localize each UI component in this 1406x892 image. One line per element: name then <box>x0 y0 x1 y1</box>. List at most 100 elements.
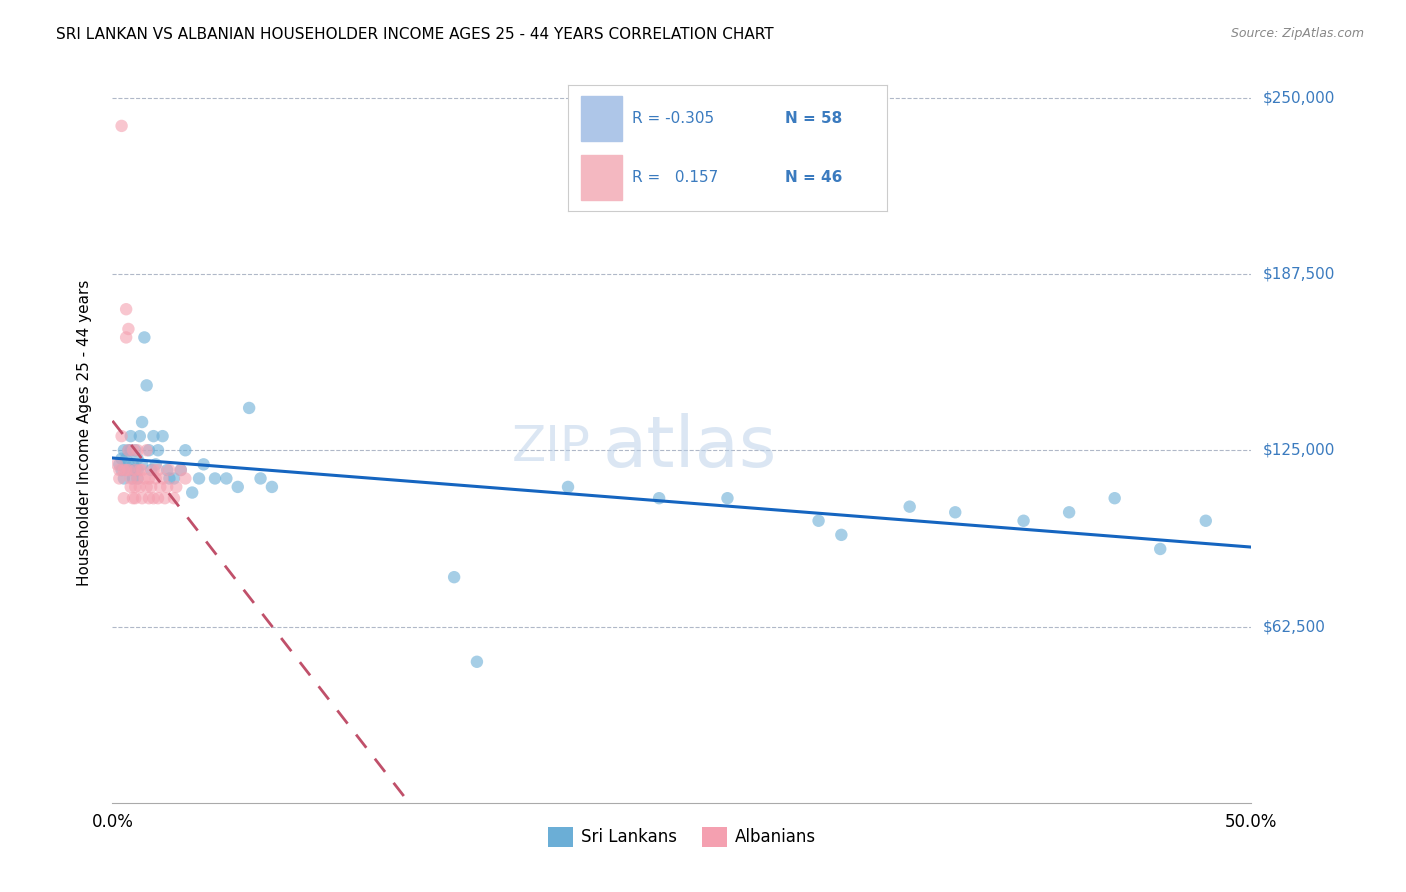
Point <box>1195 514 1218 528</box>
Point <box>153 491 176 506</box>
Point <box>117 443 139 458</box>
Point <box>112 491 135 506</box>
Point <box>249 471 271 485</box>
Point <box>124 463 146 477</box>
Point <box>807 514 830 528</box>
Point <box>120 480 142 494</box>
Point <box>145 471 167 485</box>
Point <box>120 429 142 443</box>
Point <box>117 443 139 458</box>
Point <box>110 429 132 443</box>
Point <box>122 443 145 458</box>
Point <box>127 471 149 485</box>
Point <box>110 451 132 466</box>
Point <box>128 463 150 477</box>
Point <box>108 471 131 485</box>
Text: $62,500: $62,500 <box>1263 619 1326 634</box>
Point <box>260 480 283 494</box>
Point <box>174 471 197 485</box>
Point <box>149 480 172 494</box>
Point <box>1012 514 1035 528</box>
Text: Source: ZipAtlas.com: Source: ZipAtlas.com <box>1230 27 1364 40</box>
Point <box>135 480 157 494</box>
Point <box>131 458 153 472</box>
Point <box>146 463 169 477</box>
Point <box>128 480 150 494</box>
Point <box>141 480 163 494</box>
Point <box>163 491 186 506</box>
Point <box>146 491 169 506</box>
Text: $125,000: $125,000 <box>1263 442 1334 458</box>
Text: $187,500: $187,500 <box>1263 267 1334 282</box>
Point <box>117 463 139 477</box>
Point <box>110 119 132 133</box>
Point <box>115 330 138 344</box>
Point <box>122 491 145 506</box>
Point <box>156 463 179 477</box>
Point <box>943 505 966 519</box>
Point <box>830 528 852 542</box>
Point <box>188 471 211 485</box>
Text: SRI LANKAN VS ALBANIAN HOUSEHOLDER INCOME AGES 25 - 44 YEARS CORRELATION CHART: SRI LANKAN VS ALBANIAN HOUSEHOLDER INCOM… <box>56 27 773 42</box>
Point <box>134 330 156 344</box>
Point <box>128 429 150 443</box>
Point <box>215 471 238 485</box>
Point <box>122 458 145 472</box>
Point <box>115 451 138 466</box>
Point <box>108 463 131 477</box>
Point <box>174 443 197 458</box>
Point <box>193 458 215 472</box>
Point <box>159 471 180 485</box>
Point <box>131 415 153 429</box>
Text: $250,000: $250,000 <box>1263 90 1334 105</box>
Point <box>117 322 139 336</box>
Point <box>108 458 131 472</box>
Point <box>443 570 465 584</box>
Point <box>170 463 193 477</box>
Point <box>115 463 138 477</box>
Point <box>156 480 179 494</box>
Point <box>110 463 132 477</box>
Point <box>124 491 146 506</box>
Point <box>152 471 174 485</box>
Point <box>135 443 157 458</box>
Point <box>170 463 193 477</box>
Point <box>112 471 135 485</box>
Y-axis label: Householder Income Ages 25 - 44 years: Householder Income Ages 25 - 44 years <box>77 279 91 586</box>
Point <box>142 491 165 506</box>
Point <box>127 443 149 458</box>
Point <box>159 463 180 477</box>
Point <box>135 378 157 392</box>
Point <box>142 429 165 443</box>
Point <box>204 471 226 485</box>
Point <box>117 458 139 472</box>
Point <box>124 463 146 477</box>
Point <box>165 480 187 494</box>
Point <box>716 491 738 506</box>
Point <box>141 463 163 477</box>
Point <box>238 401 260 415</box>
Point <box>138 491 160 506</box>
Point <box>142 463 165 477</box>
Legend: Sri Lankans, Albanians: Sri Lankans, Albanians <box>541 820 823 854</box>
Point <box>131 491 153 506</box>
Point <box>1104 491 1126 506</box>
Point <box>112 443 135 458</box>
Point <box>115 302 138 317</box>
Point <box>138 443 160 458</box>
Text: ZIP: ZIP <box>512 424 591 472</box>
Point <box>181 485 204 500</box>
Point <box>105 458 128 472</box>
Point <box>120 463 142 477</box>
Point <box>145 458 167 472</box>
Point <box>127 451 149 466</box>
Point <box>1149 541 1171 556</box>
Point <box>127 471 149 485</box>
Point <box>112 463 135 477</box>
Point <box>1057 505 1080 519</box>
Point <box>115 463 138 477</box>
Point <box>648 491 671 506</box>
Text: atlas: atlas <box>602 413 776 482</box>
Point <box>127 463 149 477</box>
Point <box>146 443 169 458</box>
